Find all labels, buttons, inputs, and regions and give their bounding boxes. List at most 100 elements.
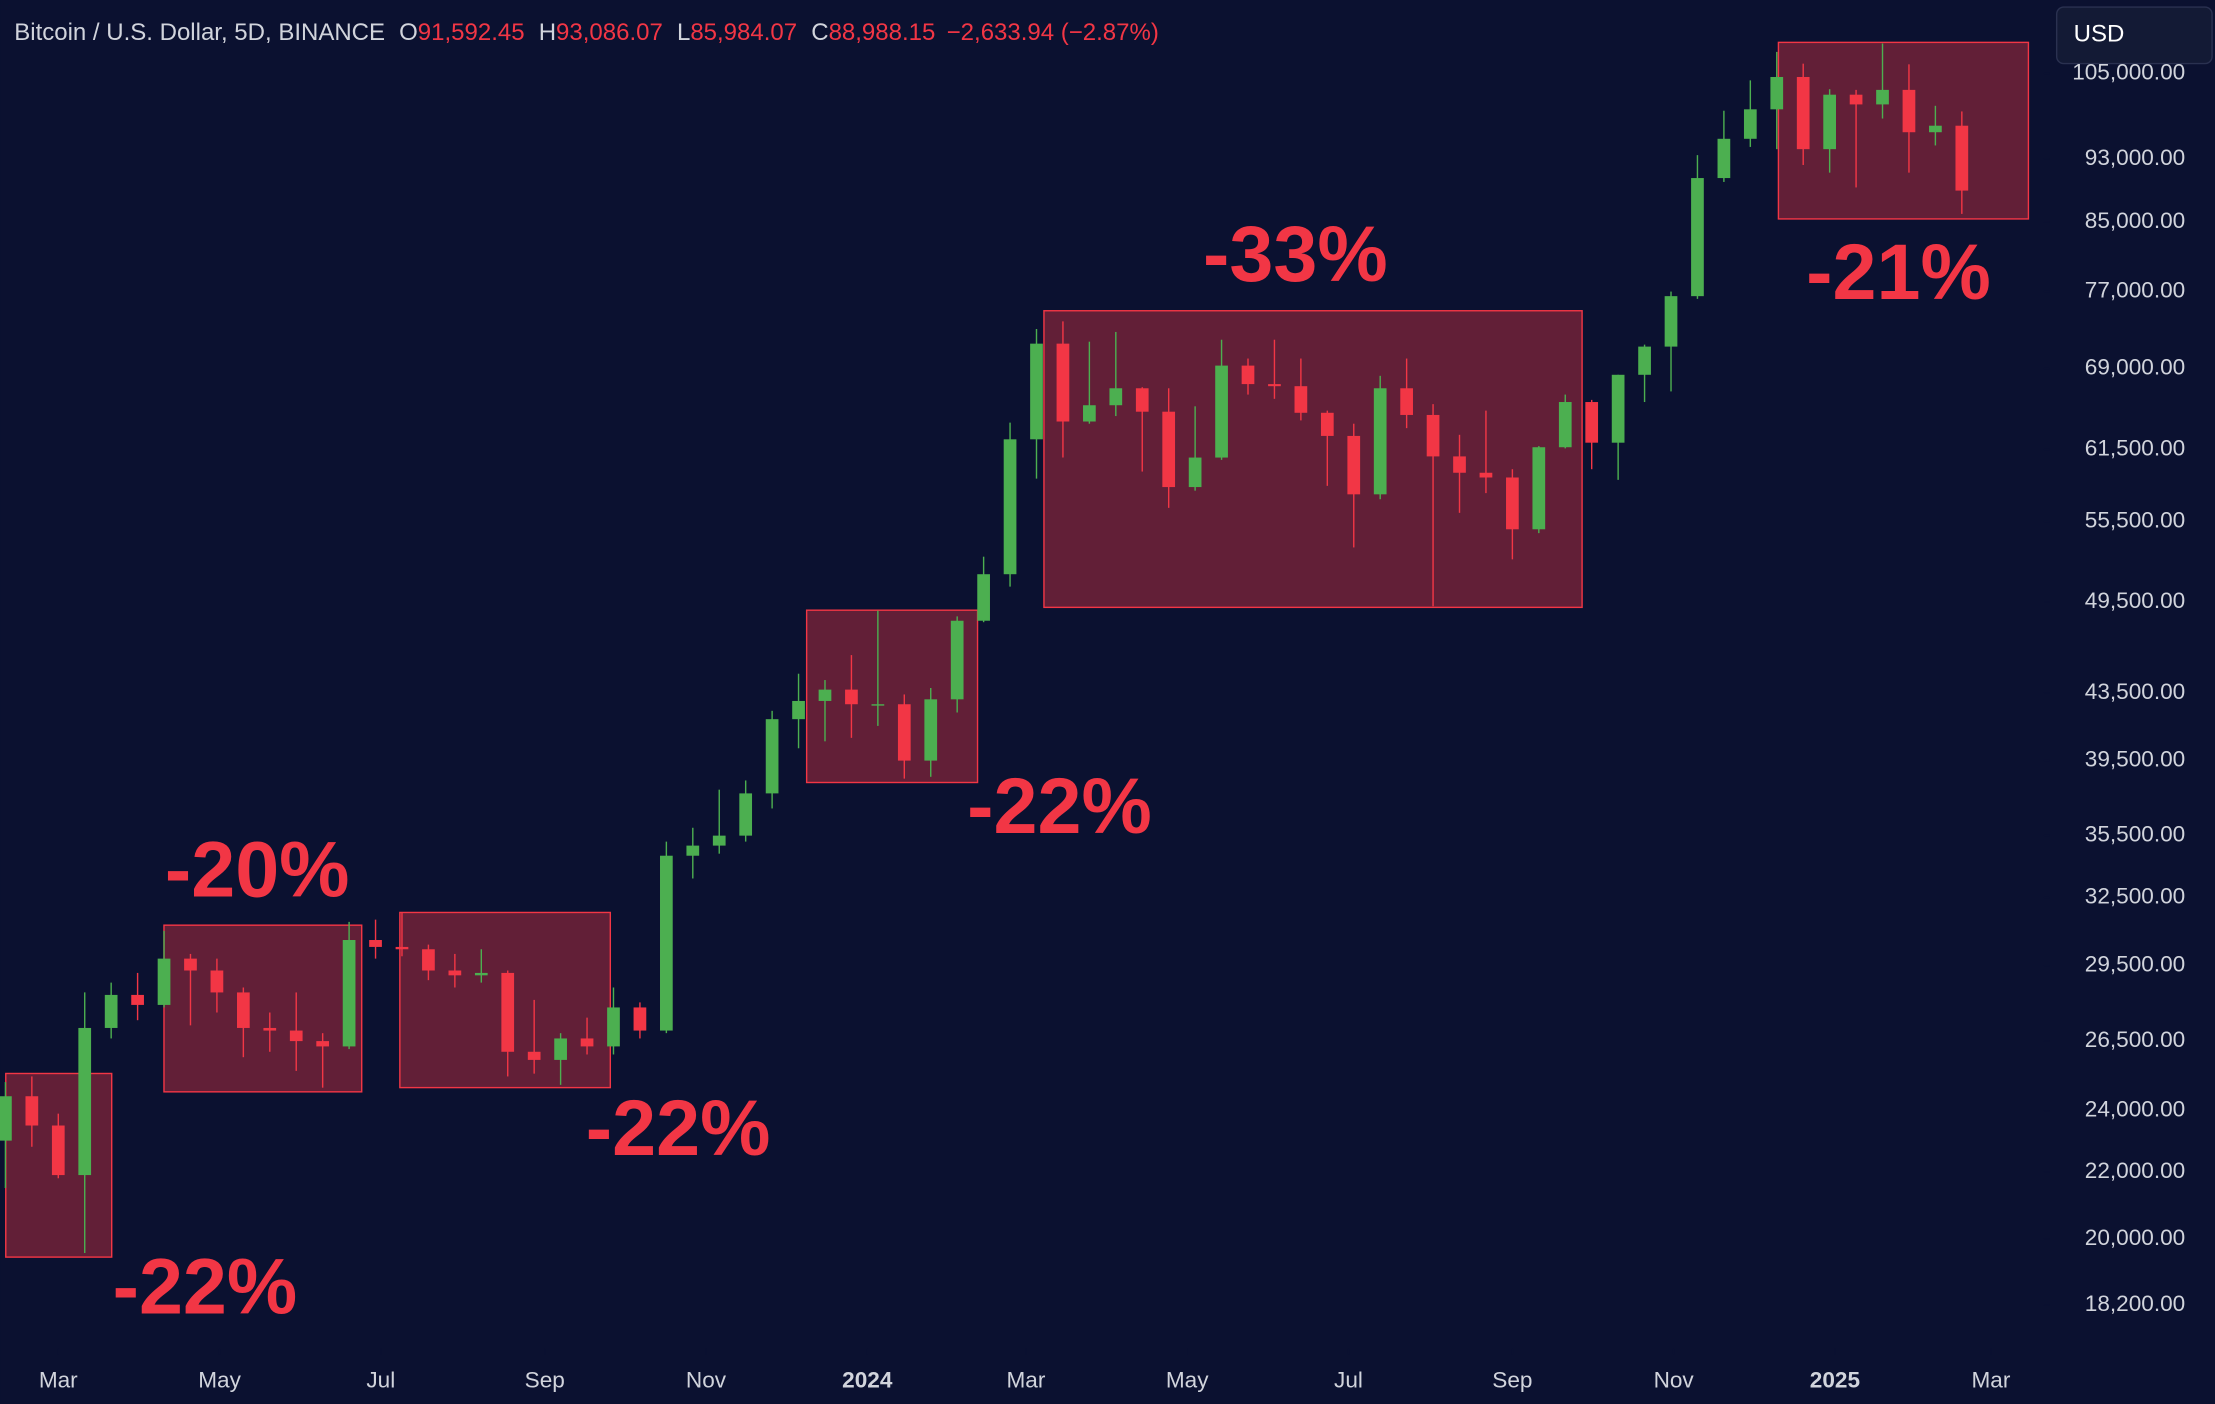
candle-body — [950, 620, 964, 700]
candle-body — [845, 689, 858, 705]
y-tick-label: 85,000.00 — [2085, 208, 2185, 233]
candle-body — [765, 719, 779, 794]
candle-body — [1743, 109, 1757, 139]
candle-body — [1241, 365, 1255, 385]
candle-body — [104, 994, 118, 1028]
y-tick-label: 69,000.00 — [2085, 355, 2185, 380]
candle-body — [184, 958, 197, 971]
candle-body — [1479, 472, 1493, 478]
candle-body — [157, 958, 171, 1005]
candle-body — [422, 949, 435, 971]
y-tick-label: 18,200.00 — [2085, 1291, 2185, 1316]
y-tick-label: 93,000.00 — [2085, 145, 2185, 170]
candle-body — [792, 700, 805, 720]
candle-body — [1162, 411, 1176, 488]
x-tick-label: Nov — [1654, 1367, 1695, 1392]
candle-body — [1294, 386, 1308, 413]
candle-body — [395, 946, 409, 950]
candle-body — [474, 972, 488, 976]
drawdown-box — [805, 609, 979, 784]
candle-body — [686, 845, 700, 856]
drawdown-label: -20% — [165, 825, 350, 914]
candle-body — [1003, 439, 1017, 575]
y-tick-label: 61,500.00 — [2085, 435, 2185, 460]
candle-body — [263, 1027, 277, 1031]
x-tick-label: May — [198, 1367, 241, 1392]
plot-area — [0, 41, 2050, 1355]
change: −2,633.94 (−2.87%) — [947, 19, 1159, 46]
drawdown-box — [1043, 310, 1583, 609]
candle-body — [739, 793, 753, 836]
x-tick-label: Sep — [1492, 1367, 1532, 1392]
y-tick-label: 32,500.00 — [2085, 884, 2185, 909]
header: Bitcoin / U.S. Dollar, 5D, BINANCE O91,59… — [14, 19, 1159, 46]
candle-body — [1823, 94, 1836, 150]
x-tick-label: Nov — [686, 1367, 727, 1392]
y-tick-label: 35,500.00 — [2085, 822, 2185, 847]
candle-body — [1373, 388, 1387, 495]
ohlc-key: O — [399, 19, 418, 46]
ohlc-key: C — [811, 19, 828, 46]
candle-body — [660, 855, 673, 1031]
candle-body — [924, 699, 938, 761]
candle-body — [1135, 388, 1149, 412]
x-tick-label: Jul — [1334, 1367, 1363, 1392]
candle-body — [633, 1007, 647, 1031]
candle-body — [1796, 76, 1810, 150]
x-tick-label: Mar — [1006, 1367, 1045, 1392]
currency-button[interactable] — [2055, 6, 2213, 65]
candle-body — [1268, 384, 1281, 387]
candle-body — [1717, 138, 1731, 179]
candle-body — [1320, 412, 1334, 436]
candle-body — [1506, 477, 1519, 530]
ohlc-value: 91,592.45 — [418, 19, 525, 46]
candle-body — [1664, 296, 1678, 347]
candle-body — [712, 835, 726, 846]
ohlc-value: 88,988.15 — [829, 19, 936, 46]
candle-body — [1532, 447, 1546, 530]
candle-body — [1929, 125, 1942, 133]
drawdown-label: -33% — [1203, 209, 1388, 298]
candle-body — [131, 994, 144, 1005]
candle-body — [1849, 94, 1863, 105]
candle-body — [25, 1096, 39, 1126]
y-tick-label: 24,000.00 — [2085, 1097, 2185, 1122]
ohlc-key: L — [677, 19, 690, 46]
candle-body — [897, 704, 911, 761]
candle-body — [316, 1041, 330, 1047]
candle-body — [1558, 402, 1572, 448]
y-tick-label: 29,500.00 — [2085, 952, 2185, 977]
candle-body — [1400, 388, 1413, 415]
drawdown-label: -22% — [113, 1241, 298, 1330]
candle-body — [1215, 365, 1228, 458]
candle-body — [0, 1096, 12, 1141]
drawdown-label: -22% — [586, 1083, 771, 1172]
candle-body — [1876, 89, 1889, 105]
candle-body — [1109, 388, 1123, 406]
candle-body — [1585, 402, 1599, 443]
y-tick-label: 55,500.00 — [2085, 508, 2185, 533]
x-tick-label: May — [1166, 1367, 1209, 1392]
candle-body — [871, 704, 885, 706]
y-tick-label: 20,000.00 — [2085, 1225, 2185, 1250]
ohlc-value: 93,086.07 — [556, 19, 663, 46]
y-tick-label: 105,000.00 — [2072, 60, 2185, 85]
y-tick-label: 77,000.00 — [2085, 278, 2185, 303]
drawdown-label: -21% — [1806, 227, 1991, 316]
drawdown-box — [163, 924, 363, 1093]
x-tick-label: Mar — [1971, 1367, 2010, 1392]
candle-body — [527, 1051, 541, 1060]
candle-body — [1188, 457, 1202, 488]
currency-label[interactable]: USD — [2074, 21, 2125, 48]
drawdown-box — [399, 911, 612, 1089]
symbol: Bitcoin / U.S. Dollar, 5D, BINANCE — [14, 19, 385, 46]
x-tick-label: Mar — [39, 1367, 78, 1392]
candle-body — [1638, 346, 1651, 375]
candle-body — [1083, 405, 1096, 422]
candle-body — [977, 574, 990, 621]
candle-body — [607, 1007, 620, 1047]
candle-body — [342, 940, 356, 1047]
candle-body — [369, 940, 382, 947]
